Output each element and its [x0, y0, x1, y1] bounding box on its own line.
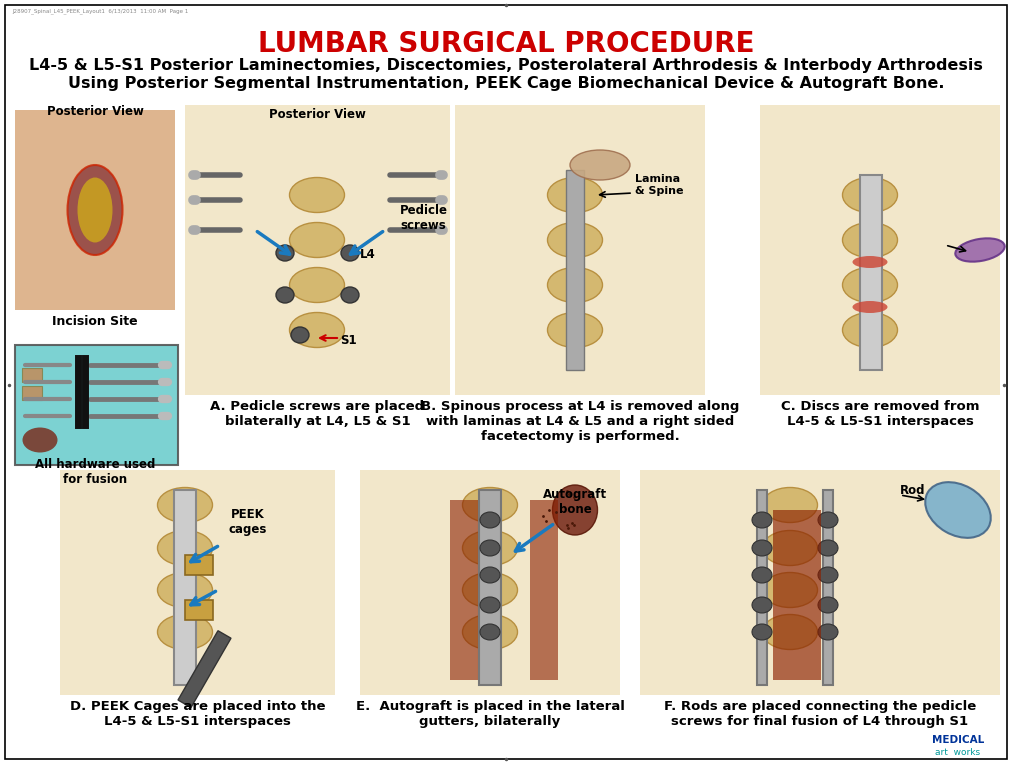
Text: E.  Autograft is placed in the lateral
gutters, bilaterally: E. Autograft is placed in the lateral gu… [355, 700, 624, 728]
Text: Posterior View: Posterior View [47, 105, 144, 118]
Bar [174, 490, 196, 685]
Bar [772, 510, 820, 680]
Ellipse shape [751, 567, 771, 583]
Ellipse shape [22, 428, 58, 452]
Bar [565, 170, 583, 370]
Text: LUMBAR SURGICAL PROCEDURE: LUMBAR SURGICAL PROCEDURE [258, 30, 753, 58]
Ellipse shape [158, 614, 212, 649]
Text: C. Discs are removed from
L4-5 & L5-S1 interspaces: C. Discs are removed from L4-5 & L5-S1 i… [779, 400, 979, 428]
Text: B. Spinous process at L4 is removed along
with laminas at L4 & L5 and a right si: B. Spinous process at L4 is removed alon… [421, 400, 738, 443]
Bar [15, 345, 178, 465]
Text: D. PEEK Cages are placed into the
L4-5 & L5-S1 interspaces: D. PEEK Cages are placed into the L4-5 &… [70, 700, 325, 728]
Ellipse shape [341, 287, 359, 303]
Text: art  works: art works [934, 748, 980, 757]
Bar [185, 105, 450, 395]
Text: Pedicle
screws: Pedicle screws [399, 204, 448, 232]
Bar [530, 500, 557, 680]
Ellipse shape [289, 312, 344, 348]
Text: F. Rods are placed connecting the pedicle
screws for final fusion of L4 through : F. Rods are placed connecting the pedicl… [663, 700, 976, 728]
Text: A. Pedicle screws are placed
bilaterally at L4, L5 & S1: A. Pedicle screws are placed bilaterally… [210, 400, 425, 428]
Ellipse shape [479, 624, 499, 640]
Text: Incision Site: Incision Site [53, 315, 137, 328]
Ellipse shape [479, 512, 499, 528]
Ellipse shape [547, 267, 602, 303]
Bar [60, 470, 335, 695]
Text: Using Posterior Segmental Instrumentation, PEEK Cage Biomechanical Device & Auto: Using Posterior Segmental Instrumentatio… [68, 76, 943, 91]
Ellipse shape [761, 572, 817, 607]
Text: Posterior View: Posterior View [269, 108, 366, 121]
Ellipse shape [289, 177, 344, 212]
Ellipse shape [289, 222, 344, 257]
Ellipse shape [569, 150, 630, 180]
Text: Rod: Rod [899, 484, 925, 497]
Bar [178, 631, 231, 707]
Bar [185, 555, 212, 575]
Ellipse shape [954, 238, 1004, 262]
Ellipse shape [78, 177, 112, 242]
Ellipse shape [817, 512, 837, 528]
Bar [185, 600, 212, 620]
Ellipse shape [842, 222, 897, 257]
Ellipse shape [276, 287, 294, 303]
Ellipse shape [276, 245, 294, 261]
Ellipse shape [341, 245, 359, 261]
Ellipse shape [158, 572, 212, 607]
Bar [478, 490, 500, 685]
Ellipse shape [817, 567, 837, 583]
Ellipse shape [761, 487, 817, 523]
Ellipse shape [751, 597, 771, 613]
Ellipse shape [842, 267, 897, 303]
Ellipse shape [462, 487, 517, 523]
Ellipse shape [851, 256, 887, 268]
Ellipse shape [158, 487, 212, 523]
Ellipse shape [751, 540, 771, 556]
Ellipse shape [842, 177, 897, 212]
Ellipse shape [851, 301, 887, 313]
Ellipse shape [751, 624, 771, 640]
Ellipse shape [479, 567, 499, 583]
Ellipse shape [479, 540, 499, 556]
Bar [22, 386, 42, 400]
Bar [455, 105, 705, 395]
Bar [759, 105, 999, 395]
Bar [15, 110, 175, 310]
Text: MEDICAL: MEDICAL [931, 735, 983, 745]
Ellipse shape [479, 597, 499, 613]
Bar [450, 500, 477, 680]
Ellipse shape [751, 512, 771, 528]
Text: PEEK
cages: PEEK cages [228, 508, 267, 536]
Text: J28907_Spinal_L45_PEEK_Layout1  6/13/2013  11:00 AM  Page 1: J28907_Spinal_L45_PEEK_Layout1 6/13/2013… [12, 8, 188, 14]
Bar [22, 368, 42, 382]
Ellipse shape [462, 572, 517, 607]
Text: Lamina
& Spine: Lamina & Spine [634, 174, 682, 196]
Bar [756, 490, 766, 685]
Ellipse shape [761, 614, 817, 649]
Ellipse shape [547, 222, 602, 257]
Text: L4: L4 [360, 248, 375, 261]
Ellipse shape [289, 267, 344, 303]
Text: S1: S1 [340, 334, 356, 347]
Ellipse shape [817, 540, 837, 556]
Ellipse shape [462, 530, 517, 565]
Text: Autograft
bone: Autograft bone [542, 488, 607, 516]
Ellipse shape [761, 530, 817, 565]
Text: All hardware used
for fusion: All hardware used for fusion [34, 458, 155, 486]
Ellipse shape [547, 177, 602, 212]
Bar [360, 470, 620, 695]
Ellipse shape [547, 312, 602, 348]
Bar [822, 490, 832, 685]
Ellipse shape [817, 597, 837, 613]
Bar [639, 470, 999, 695]
Ellipse shape [68, 165, 122, 255]
Ellipse shape [842, 312, 897, 348]
Ellipse shape [291, 327, 308, 343]
Ellipse shape [158, 530, 212, 565]
Ellipse shape [462, 614, 517, 649]
Ellipse shape [924, 482, 990, 538]
Bar [859, 175, 882, 370]
Text: L4-5 & L5-S1 Posterior Laminectomies, Discectomies, Posterolateral Arthrodesis &: L4-5 & L5-S1 Posterior Laminectomies, Di… [29, 58, 982, 73]
Ellipse shape [552, 485, 596, 535]
Ellipse shape [817, 624, 837, 640]
